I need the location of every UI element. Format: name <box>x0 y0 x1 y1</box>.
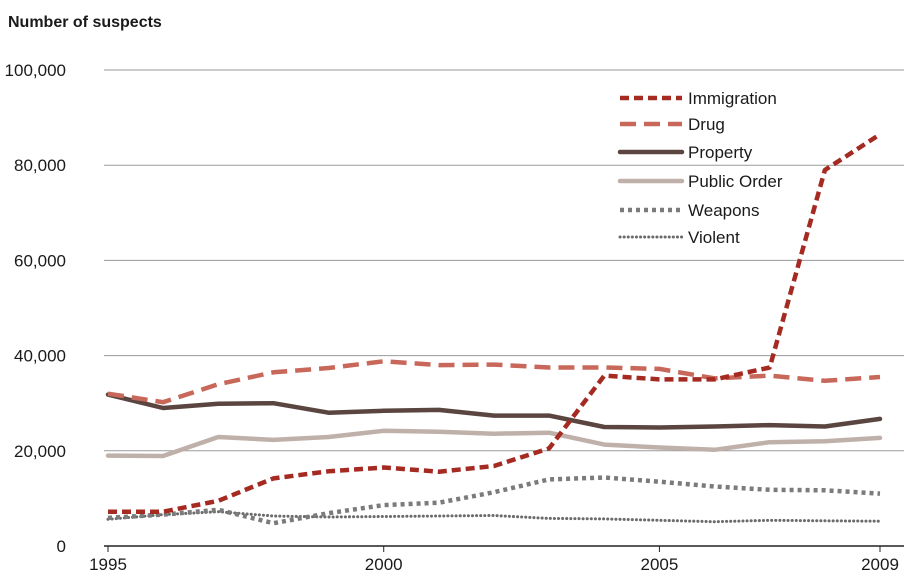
x-tick-label: 2000 <box>365 555 403 574</box>
y-tick-label: 40,000 <box>14 347 66 366</box>
y-tick-label: 100,000 <box>5 61 66 80</box>
series-line-weapons <box>107 475 881 526</box>
x-tick-label: 2005 <box>641 555 679 574</box>
y-tick-label: 60,000 <box>14 251 66 270</box>
legend-label: Property <box>688 143 753 162</box>
series-line-violent <box>106 510 882 524</box>
series-line-immigration <box>108 132 882 514</box>
legend-label: Weapons <box>688 201 760 220</box>
legend-label: Violent <box>688 228 740 247</box>
y-tick-label: 0 <box>57 537 66 556</box>
y-axis-title: Number of suspects <box>8 14 162 31</box>
series-line-drug <box>107 359 881 405</box>
series-line-public-order <box>105 428 883 459</box>
legend-label: Public Order <box>688 172 783 191</box>
y-tick-label: 20,000 <box>14 442 66 461</box>
grid-lines <box>104 69 904 547</box>
x-tick-label: 2009 <box>861 555 899 574</box>
y-tick-labels: 0 20,000 40,000 60,000 80,000 100,000 <box>5 61 66 556</box>
series-lines <box>105 132 883 526</box>
legend-label: Drug <box>688 115 725 134</box>
legend: Immigration Drug Property Public Order Weapo… <box>617 89 783 247</box>
series-line-property <box>105 392 883 430</box>
x-tick-labels: 1995 2000 2005 2009 <box>89 546 899 574</box>
y-tick-label: 80,000 <box>14 156 66 175</box>
x-tick-label: 1995 <box>89 555 127 574</box>
legend-label: Immigration <box>688 89 777 108</box>
